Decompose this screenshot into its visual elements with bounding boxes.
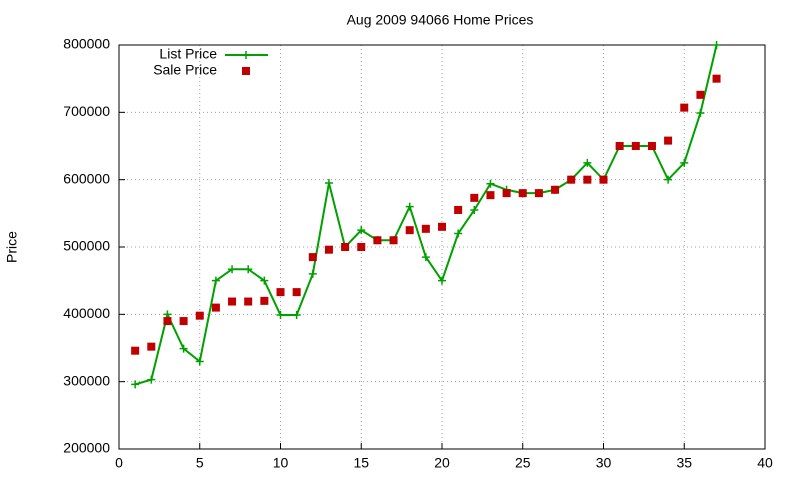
data-point (179, 317, 188, 326)
legend-label: Sale Price (153, 62, 217, 78)
data-point (147, 342, 156, 351)
data-point (405, 202, 414, 211)
data-point (324, 179, 333, 188)
legend-label: List Price (159, 46, 217, 62)
data-point (147, 375, 156, 384)
data-point (599, 175, 608, 184)
data-point (131, 346, 140, 355)
data-point (583, 175, 592, 184)
chart-title: Aug 2009 94066 Home Prices (347, 12, 534, 28)
data-point (551, 185, 560, 194)
data-point (357, 243, 366, 251)
y-tick-label: 700000 (63, 103, 110, 119)
data-point (211, 303, 220, 312)
data-point (647, 142, 656, 150)
data-point (308, 269, 317, 278)
y-axis-label: Price (4, 231, 20, 263)
y-tick-label: 500000 (63, 238, 110, 254)
data-point (163, 317, 172, 326)
x-tick-label: 15 (353, 455, 369, 471)
data-point (341, 243, 350, 251)
data-point (712, 41, 721, 49)
data-point (583, 158, 592, 167)
data-point (486, 179, 495, 188)
data-point (276, 311, 285, 320)
data-point (518, 189, 527, 198)
data-point (163, 310, 172, 319)
data-point (615, 142, 624, 150)
x-tick-label: 30 (596, 455, 612, 471)
data-point (438, 222, 446, 231)
x-tick-label: 35 (676, 455, 692, 471)
data-point (486, 191, 495, 200)
data-point (421, 253, 430, 262)
data-point (276, 288, 285, 297)
data-point (260, 296, 269, 305)
data-point (373, 236, 382, 245)
data-point (211, 276, 220, 285)
data-point (405, 226, 414, 235)
data-point (292, 311, 301, 320)
data-point (696, 109, 705, 118)
data-point (260, 276, 269, 285)
data-point (195, 357, 204, 366)
data-point (680, 158, 689, 167)
data-point (664, 136, 673, 145)
data-point (228, 265, 237, 274)
y-tick-label: 300000 (63, 372, 110, 388)
data-point (421, 224, 430, 233)
x-tick-label: 40 (757, 455, 773, 471)
data-point (308, 253, 317, 262)
x-tick-label: 0 (115, 455, 123, 471)
data-point (454, 229, 463, 238)
data-point (534, 189, 543, 198)
x-tick-label: 20 (434, 455, 450, 471)
data-point (244, 265, 253, 274)
y-tick-label: 800000 (63, 36, 110, 52)
data-point (179, 344, 188, 353)
x-tick-label: 5 (196, 455, 204, 471)
data-point (454, 205, 463, 214)
data-point (389, 236, 398, 245)
data-point (292, 288, 301, 297)
data-point (438, 276, 446, 285)
legend-marker (242, 51, 250, 59)
data-point (357, 226, 366, 235)
y-tick-label: 400000 (63, 305, 110, 321)
data-point (680, 103, 689, 112)
y-tick-label: 600000 (63, 170, 110, 186)
data-point (502, 189, 511, 198)
data-point (664, 175, 673, 184)
data-point (228, 297, 237, 306)
x-tick-label: 10 (273, 455, 289, 471)
data-point (324, 245, 333, 254)
data-point (131, 380, 140, 389)
data-point (696, 90, 705, 99)
data-point (631, 142, 640, 150)
data-point (195, 311, 204, 320)
series-line (134, 44, 718, 386)
x-tick-label: 25 (515, 455, 531, 471)
legend-marker (242, 67, 250, 75)
data-point (470, 205, 479, 214)
data-point (712, 74, 721, 83)
plot-frame (118, 44, 766, 450)
data-point (244, 297, 253, 306)
data-point (470, 193, 479, 202)
data-point (567, 175, 576, 184)
y-tick-label: 200000 (63, 440, 110, 456)
